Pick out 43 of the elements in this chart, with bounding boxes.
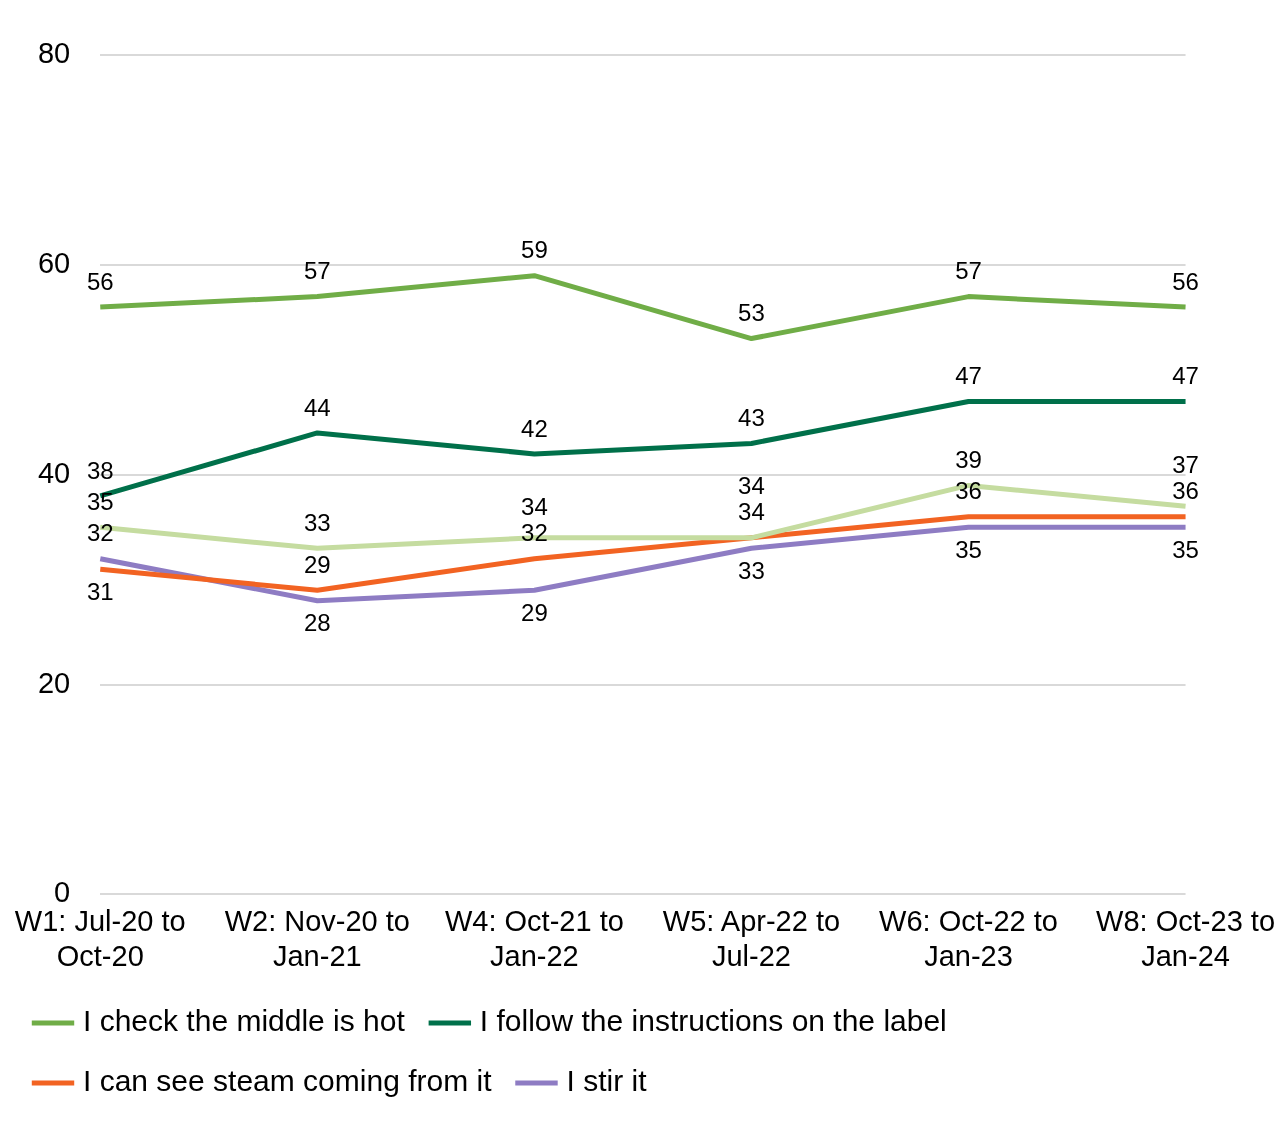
- legend-label: I can see steam coming from it: [83, 1064, 493, 1098]
- legend-label: I follow the instructions on the label: [479, 1004, 947, 1038]
- data-label: 56: [1172, 267, 1199, 295]
- data-label: 53: [738, 299, 765, 327]
- data-label: 57: [303, 257, 331, 285]
- data-label: 34: [738, 472, 765, 500]
- y-tick-label: 60: [37, 247, 71, 280]
- legend-label: I stir it: [566, 1064, 648, 1098]
- x-tick-label: W8: Oct-23 to Jan-24: [1096, 904, 1275, 972]
- data-label: 47: [955, 362, 982, 390]
- y-tick-label: 40: [37, 456, 71, 489]
- data-label: 34: [738, 498, 765, 526]
- data-label: 36: [955, 477, 982, 505]
- data-label: 35: [955, 535, 982, 563]
- data-label: 34: [521, 493, 548, 521]
- data-label: 29: [521, 598, 548, 626]
- data-label: 47: [1172, 362, 1199, 390]
- data-label: 42: [521, 414, 548, 442]
- data-label: 32: [521, 519, 548, 547]
- data-label: 37: [1172, 451, 1199, 479]
- x-tick-label: W2: Nov-20 to Jan-21: [224, 904, 410, 972]
- y-tick-label: 80: [37, 37, 71, 70]
- data-label: 28: [303, 609, 331, 637]
- data-label: 56: [86, 267, 114, 295]
- data-label: 57: [955, 257, 982, 285]
- data-label: 35: [86, 487, 114, 515]
- y-tick-label: 20: [37, 666, 71, 699]
- x-tick-label: W5: Apr-22 to Jul-22: [662, 904, 841, 972]
- data-label: 39: [955, 446, 982, 474]
- x-tick-label: W6: Oct-22 to Jan-23: [879, 904, 1058, 972]
- data-label: 33: [303, 508, 331, 536]
- legend-label: I check the middle is hot: [83, 1004, 406, 1038]
- x-tick-label: W4: Oct-21 to Jan-22: [444, 904, 624, 972]
- data-label: 31: [86, 577, 114, 605]
- data-label: 35: [1172, 535, 1199, 563]
- data-label: 43: [738, 404, 765, 432]
- data-label: 32: [86, 519, 114, 547]
- data-label: 38: [86, 456, 114, 484]
- data-label: 59: [521, 236, 548, 264]
- data-label: 44: [303, 393, 331, 421]
- data-label: 36: [1172, 477, 1199, 505]
- data-label: 29: [303, 550, 331, 578]
- data-label: 33: [738, 556, 765, 584]
